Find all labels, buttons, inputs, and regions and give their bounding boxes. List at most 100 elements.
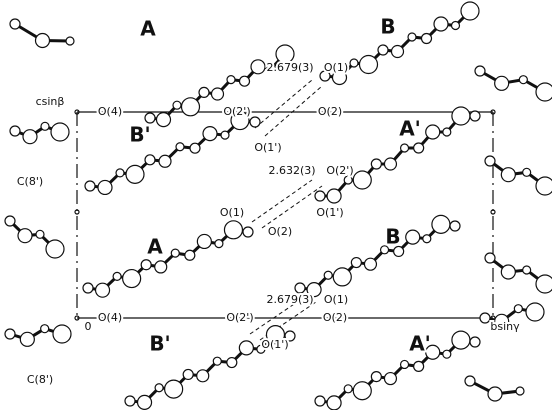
atom xyxy=(10,126,20,136)
atom-label: A' xyxy=(409,332,431,356)
atom xyxy=(240,76,250,86)
molecule-bond xyxy=(88,230,248,290)
atom xyxy=(315,191,325,201)
atom-label: B xyxy=(385,225,400,249)
atom xyxy=(371,372,381,382)
atom xyxy=(501,168,515,182)
atom xyxy=(36,34,50,48)
atom xyxy=(414,361,424,371)
atom xyxy=(123,270,141,288)
atom xyxy=(514,305,522,313)
atom xyxy=(116,169,124,177)
crystal-packing-diagram: ABcsinβO(4)O(2')O(2)2.679(3)O(1)B'A'O(1'… xyxy=(0,0,552,410)
atom xyxy=(224,221,242,239)
atom xyxy=(173,101,181,109)
atom xyxy=(250,117,260,127)
atom-label: A xyxy=(147,235,163,259)
atom xyxy=(523,266,531,274)
atom-label: csinβ xyxy=(36,95,65,108)
atom xyxy=(126,165,144,183)
atom xyxy=(344,176,352,184)
atom xyxy=(485,156,495,166)
atom xyxy=(495,76,509,90)
atom-label: A' xyxy=(399,117,421,141)
atom xyxy=(18,229,32,243)
atom-label: O(1') xyxy=(261,338,288,351)
atom xyxy=(480,313,490,323)
atom xyxy=(36,230,44,238)
atom xyxy=(221,131,229,139)
atom xyxy=(327,189,341,203)
atom xyxy=(434,17,448,31)
atom xyxy=(364,258,376,270)
atom xyxy=(159,155,171,167)
atom-label: B' xyxy=(129,123,150,147)
atom xyxy=(155,384,163,392)
atom xyxy=(501,265,515,279)
atom xyxy=(5,216,15,226)
atom xyxy=(384,158,396,170)
atom xyxy=(401,360,409,368)
atom xyxy=(20,332,34,346)
atom xyxy=(406,230,420,244)
atom-label: O(4) xyxy=(98,311,122,324)
atom xyxy=(185,250,195,260)
atom xyxy=(176,143,184,151)
atom xyxy=(182,98,200,116)
atom xyxy=(53,325,71,343)
atom-label: A xyxy=(140,17,156,41)
atom-label: B xyxy=(380,15,395,39)
atom xyxy=(113,272,121,280)
atom xyxy=(333,268,351,286)
atom xyxy=(443,128,451,136)
atom xyxy=(452,22,460,30)
atom-label: O(1') xyxy=(254,141,281,154)
atom xyxy=(190,143,200,153)
atom xyxy=(526,303,544,321)
atom-label: 2.679(3) xyxy=(266,61,313,74)
atom xyxy=(51,123,69,141)
atom xyxy=(536,275,552,293)
atom xyxy=(41,325,49,333)
atom xyxy=(423,235,431,243)
atom xyxy=(392,46,404,58)
atom xyxy=(536,83,552,101)
atom xyxy=(465,376,475,386)
atom-label: 2.632(3) xyxy=(268,164,315,177)
atom xyxy=(327,396,341,410)
atom xyxy=(360,56,378,74)
atom-label: O(2) xyxy=(268,225,292,238)
atom xyxy=(536,177,552,195)
atom-label: C(8') xyxy=(27,373,53,386)
atom xyxy=(450,221,460,231)
atom xyxy=(384,373,396,385)
atom xyxy=(315,396,325,406)
atom-label: O(2) xyxy=(323,311,347,324)
atom xyxy=(461,2,479,20)
atom xyxy=(353,171,371,189)
molecule-bond xyxy=(320,340,475,403)
atom xyxy=(353,382,371,400)
atom xyxy=(401,144,409,152)
atom xyxy=(171,249,179,257)
molecule-bond xyxy=(320,116,475,196)
atom-label: O(2') xyxy=(223,105,250,118)
atom xyxy=(10,19,20,29)
atom xyxy=(141,260,151,270)
atom xyxy=(243,227,253,237)
atom xyxy=(215,240,223,248)
atom xyxy=(324,271,332,279)
atom-label: bsinγ xyxy=(490,320,520,333)
atom xyxy=(488,387,502,401)
atom-label: C(8') xyxy=(17,175,43,188)
atom xyxy=(145,155,155,165)
atom xyxy=(443,350,451,358)
atom xyxy=(197,370,209,382)
atom xyxy=(350,59,358,67)
atom xyxy=(85,181,95,191)
atom-label: O(1') xyxy=(316,206,343,219)
atom xyxy=(432,215,450,233)
atom xyxy=(523,168,531,176)
atom xyxy=(516,387,524,395)
atom xyxy=(351,258,361,268)
